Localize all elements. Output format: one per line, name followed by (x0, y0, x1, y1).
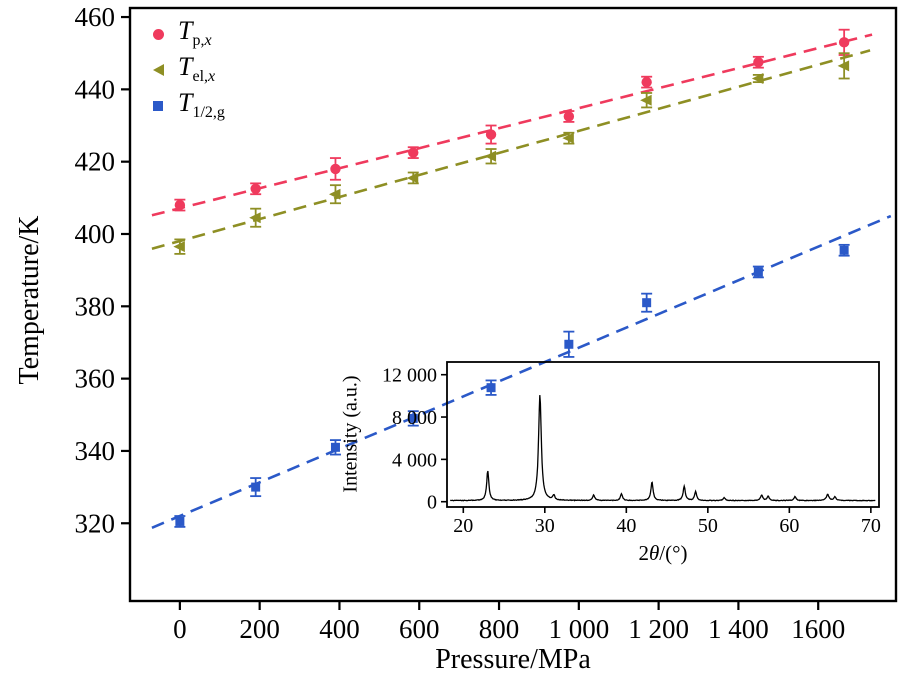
legend-label-t12g: T1/2,g (178, 90, 225, 121)
y-axis-title: Temperature/K (14, 215, 45, 385)
data-point (485, 129, 497, 140)
y-tick-label: 420 (75, 147, 116, 177)
data-point (640, 94, 652, 106)
data-point (641, 76, 652, 88)
legend-marker-wrap (146, 28, 170, 40)
series-circle (151, 28, 873, 217)
data-point (484, 150, 497, 162)
circle-marker-icon (152, 28, 164, 40)
x-tick-label: 1600 (791, 614, 845, 644)
x-tick-label: 0 (173, 614, 187, 644)
data-point (173, 241, 185, 253)
data-point (751, 73, 764, 85)
legend-label-sub: el, (192, 68, 209, 86)
x-tick-label: 1 200 (628, 614, 689, 644)
data-point (837, 60, 850, 72)
inset-x-tick-label: 50 (698, 515, 718, 537)
data-point (563, 111, 575, 122)
legend-label-sub: p, (192, 32, 205, 50)
data-point (753, 267, 763, 277)
data-point (249, 212, 261, 224)
data-point (175, 516, 185, 526)
x-tick-label: 400 (319, 614, 360, 644)
y-tick-label: 400 (75, 219, 116, 249)
xrd-intensity-curve (449, 395, 876, 502)
inset-x-tick-label: 30 (535, 515, 555, 537)
inset-xrd-pattern: 20 30 40 50 60 70 0 4 000 8 000 12 000 (382, 361, 881, 537)
x-tick-label: 200 (239, 614, 280, 644)
legend-label-main: T (178, 88, 193, 118)
data-point (330, 442, 340, 452)
x-tick-label: 1 000 (548, 614, 609, 644)
legend: Tp,x Tel,x T1/2,g (146, 16, 225, 124)
series-triangle-left (151, 49, 871, 255)
data-point (250, 183, 261, 194)
legend-label-main: T (178, 16, 193, 46)
inset-y-tick-label: 8 000 (392, 407, 437, 429)
inset-y-tick-label: 0 (427, 492, 437, 514)
x-tick-label: 800 (479, 614, 520, 644)
legend-item-tpx: Tp,x (146, 16, 225, 52)
inset-x-title-theta: θ (648, 541, 660, 565)
data-point (328, 188, 341, 200)
inset-x-title-pre: 2 (638, 541, 649, 565)
trend-line (151, 214, 892, 529)
y-tick-label: 320 (75, 508, 116, 538)
x-tick-label: 600 (399, 614, 440, 644)
inset-x-title-post: /(°) (659, 541, 688, 565)
y-tick-label: 340 (75, 436, 116, 466)
data-point (838, 37, 850, 48)
legend-label-telx: Tel,x (178, 54, 215, 85)
legend-label-main: T (178, 52, 193, 82)
data-point (174, 199, 186, 211)
triangle-left-marker-icon (152, 64, 164, 76)
legend-label-tpx: Tp,x (178, 18, 212, 49)
inset-y-axis-title: Intensity (a.u.) (339, 375, 362, 493)
trend-line (151, 49, 871, 251)
inset-y-tick-label: 4 000 (392, 449, 437, 471)
inset-y-tick-label: 12 000 (382, 365, 437, 387)
inset-x-tick-label: 40 (616, 515, 636, 537)
trend-line (151, 33, 873, 217)
x-tick-label: 1 400 (708, 614, 769, 644)
legend-label-sub: 1/2,g (192, 104, 225, 122)
inset-x-tick-label: 70 (861, 515, 881, 537)
inset-x-tick-label: 20 (453, 515, 473, 537)
data-point (408, 413, 418, 423)
data-point (330, 163, 341, 175)
data-point (839, 245, 849, 255)
square-marker-icon (153, 101, 163, 111)
x-axis-title: Pressure/MPa (435, 644, 591, 675)
legend-label-sub-italic: x (204, 32, 212, 50)
data-point (486, 383, 496, 393)
legend-label-sub-italic: x (208, 68, 216, 86)
legend-item-telx: Tel,x (146, 52, 225, 88)
data-point (408, 147, 419, 158)
data-point (642, 298, 652, 308)
y-tick-label: 460 (75, 2, 116, 32)
inset-x-axis-title: 2θ/(°) (563, 541, 763, 566)
data-point (753, 57, 764, 68)
legend-marker-wrap (146, 64, 170, 76)
main-axes: 0 200 400 600 800 1 000 1 200 1 400 160032034036… (75, 2, 898, 644)
series-square (151, 214, 892, 529)
y-tick-label: 440 (75, 74, 116, 104)
data-point (251, 482, 261, 492)
legend-marker-wrap (146, 101, 170, 111)
data-point (406, 172, 419, 184)
inset-x-tick-label: 60 (779, 515, 799, 537)
data-point (562, 132, 574, 144)
data-point (564, 339, 574, 349)
y-tick-label: 360 (75, 364, 116, 394)
legend-item-t12g: T1/2,g (146, 88, 225, 124)
y-tick-label: 380 (75, 291, 116, 321)
